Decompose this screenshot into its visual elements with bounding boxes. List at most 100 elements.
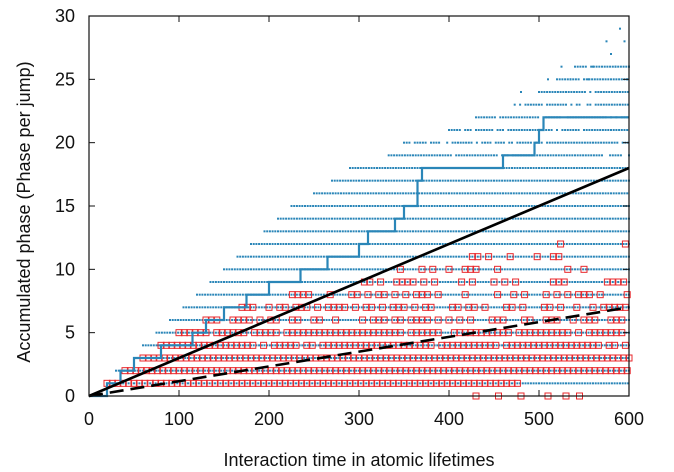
square-point (348, 329, 356, 337)
dot-point (260, 331, 263, 334)
square-point (494, 329, 502, 337)
dot-point (255, 268, 258, 271)
dot-point (544, 293, 547, 296)
dot-point (444, 369, 447, 372)
dot-point (346, 357, 349, 359)
dot-point (614, 154, 617, 157)
dot-point (609, 268, 612, 271)
square-point (249, 341, 257, 349)
dot-point (235, 357, 238, 359)
dot-point (574, 306, 576, 309)
dot-point (553, 192, 556, 195)
dot-point (368, 268, 371, 271)
dot-point (461, 192, 464, 195)
dot-point (499, 129, 502, 131)
dot-point (595, 65, 598, 68)
square-point (618, 316, 626, 324)
dot-point (382, 306, 385, 309)
dot-point (359, 167, 362, 169)
dot-point (614, 306, 617, 309)
x-tick-label: 400 (434, 409, 464, 429)
dot-point (379, 268, 382, 271)
square-point (434, 316, 442, 324)
square-point (359, 329, 367, 337)
square-point (521, 367, 529, 375)
dot-point (260, 306, 263, 309)
dot-point (622, 217, 625, 220)
dot-point (409, 319, 412, 321)
dot-point (349, 344, 352, 347)
dot-point (603, 344, 606, 347)
dot-point (251, 357, 254, 359)
dot-point (617, 344, 620, 347)
dot-point (287, 217, 290, 220)
dot-point (605, 167, 608, 169)
dot-point (495, 179, 498, 182)
dot-point (211, 357, 214, 359)
dot-point (158, 331, 161, 334)
dot-point (507, 129, 510, 131)
dot-point (560, 179, 563, 182)
square-point (400, 303, 408, 311)
dot-point (493, 281, 495, 283)
dot-point (611, 293, 614, 296)
square-point (564, 329, 572, 337)
dot-point (582, 331, 585, 334)
dot-point (563, 293, 566, 296)
dot-point (619, 154, 622, 157)
dot-point (490, 179, 493, 182)
dot-point (584, 243, 587, 245)
dot-point (482, 331, 485, 334)
dot-point (602, 91, 605, 93)
dot-point (233, 293, 236, 296)
dot-point (386, 382, 389, 385)
square-point (607, 329, 615, 337)
dot-point (601, 129, 604, 131)
dot-point (439, 205, 441, 207)
dot-point (425, 243, 428, 245)
dot-point (495, 217, 498, 220)
dot-point (417, 243, 420, 245)
dot-point (451, 357, 454, 359)
square-point (130, 379, 138, 387)
dot-point (412, 293, 414, 296)
dot-point (598, 331, 601, 334)
dot-point (430, 344, 433, 347)
dot-point (584, 205, 587, 207)
square-point (508, 303, 516, 311)
dot-point (514, 306, 517, 309)
square-point (283, 329, 291, 337)
dot-point (468, 293, 471, 296)
dot-point (568, 179, 571, 182)
dot-point (544, 281, 547, 283)
dot-point (621, 141, 624, 144)
dot-point (619, 357, 621, 359)
dot-point (450, 192, 453, 195)
dot-point (397, 382, 400, 385)
dot-point (466, 255, 468, 258)
dot-point (540, 103, 543, 106)
dot-point (479, 319, 482, 321)
square-point (224, 329, 232, 337)
dot-point (610, 103, 613, 106)
dot-point (617, 205, 620, 207)
dot-point (436, 255, 439, 258)
dot-point (498, 331, 501, 334)
dot-point (584, 230, 587, 233)
dot-point (371, 268, 374, 271)
dot-point (465, 141, 468, 144)
dot-point (379, 369, 382, 372)
dot-point (341, 331, 344, 334)
square-point (413, 316, 421, 324)
dot-point (278, 357, 281, 359)
dot-point (312, 230, 315, 233)
dot-point (552, 217, 555, 220)
dot-point (322, 255, 325, 258)
dot-point (600, 91, 603, 93)
dot-point (421, 141, 424, 144)
dot-point (617, 281, 620, 283)
dot-point (617, 369, 620, 372)
dot-point (487, 268, 490, 271)
square-point (470, 341, 478, 349)
dot-point (511, 369, 514, 372)
